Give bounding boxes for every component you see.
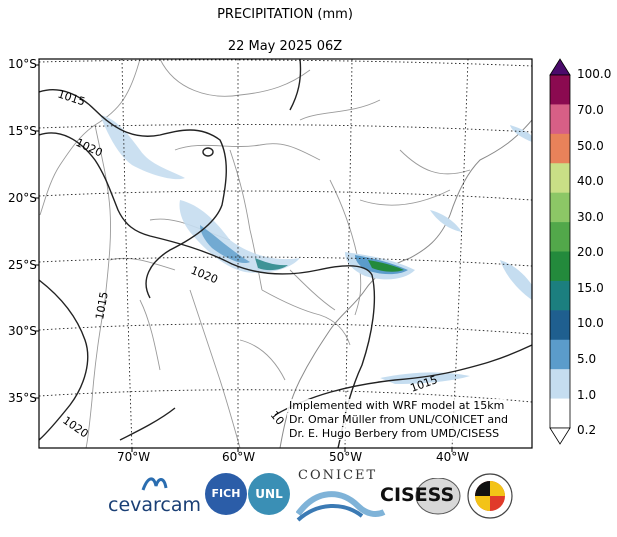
colorbar-label: 70.0 bbox=[577, 103, 604, 117]
colorbar-segment bbox=[550, 222, 570, 252]
colorbar-label: 20.0 bbox=[577, 245, 604, 259]
colorbar-label: 15.0 bbox=[577, 281, 604, 295]
colorbar-label: 5.0 bbox=[577, 352, 597, 366]
credit-line: Dr. E. Hugo Berbery from UMD/CISESS bbox=[287, 427, 502, 440]
lat-label: 20°S bbox=[8, 191, 37, 205]
isobar-label: 1015 bbox=[93, 291, 111, 321]
colorbar-label: 50.0 bbox=[577, 139, 604, 153]
colorbar-segment bbox=[550, 104, 570, 135]
conicet-wave-icon bbox=[296, 491, 386, 522]
umd-seal-logo bbox=[466, 472, 514, 520]
colorbar-segment bbox=[550, 133, 570, 164]
colorbar-label: 30.0 bbox=[577, 210, 604, 224]
cisess-globe-icon bbox=[415, 478, 461, 515]
lon-label: 70°W bbox=[117, 450, 151, 464]
colorbar-label: 1.0 bbox=[577, 388, 597, 402]
unl-logo: UNL bbox=[248, 473, 290, 515]
map-title: PRECIPITATION (mm) bbox=[217, 7, 353, 22]
lat-label: 35°S bbox=[8, 391, 37, 405]
conicet-logo: CONICET bbox=[296, 468, 386, 523]
cevarcam-logo: cevarcam bbox=[108, 472, 203, 522]
colorbar-label: 100.0 bbox=[577, 67, 612, 81]
credit-line: Dr. Omar Müller from UNL/CONICET and bbox=[287, 413, 511, 426]
colorbar-segment bbox=[550, 369, 570, 399]
credit-line: Implemented with WRF model at 15km bbox=[287, 399, 507, 412]
cevarcam-wave-icon bbox=[141, 477, 168, 491]
colorbar-label: 10.0 bbox=[577, 316, 604, 330]
colorbar bbox=[549, 58, 571, 445]
map-frame bbox=[38, 58, 533, 449]
colorbar-segment bbox=[550, 251, 570, 282]
colorbar-segment bbox=[550, 75, 570, 105]
colorbar-segment bbox=[550, 163, 570, 193]
map-subtitle: 22 May 2025 06Z bbox=[227, 39, 343, 54]
lon-label: 40°W bbox=[436, 450, 470, 464]
colorbar-label: 0.2 bbox=[577, 423, 597, 437]
lat-label: 25°S bbox=[8, 258, 37, 272]
lon-label: 60°W bbox=[222, 450, 256, 464]
lat-label: 30°S bbox=[8, 324, 37, 338]
isobars bbox=[39, 59, 532, 448]
colorbar-segment bbox=[550, 280, 570, 311]
colorbar-segment bbox=[550, 310, 570, 341]
colorbar-segment bbox=[550, 192, 570, 223]
lat-label: 10°S bbox=[8, 57, 37, 71]
lon-label: 50°W bbox=[329, 450, 363, 464]
colorbar-label: 40.0 bbox=[577, 174, 604, 188]
umd-seal-icon bbox=[467, 473, 513, 519]
colorbar-segment bbox=[550, 339, 570, 370]
fich-logo: FICH bbox=[205, 473, 247, 515]
lat-label: 15°S bbox=[8, 124, 37, 138]
colorbar-segment bbox=[550, 398, 570, 429]
cisess-logo: CISESS bbox=[378, 478, 463, 518]
precipitation-field bbox=[100, 115, 532, 384]
